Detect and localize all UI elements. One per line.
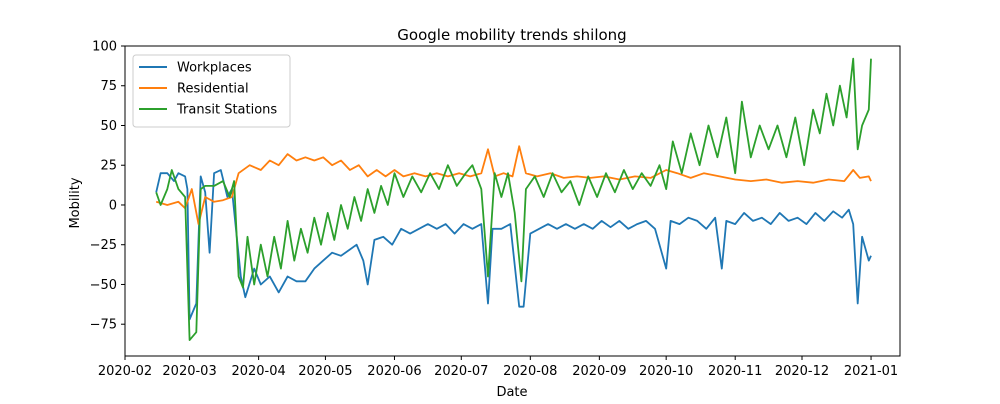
axes-layer: 2020-02 2020-03 2020-04 2020-05 2020-06 2020-… [90,40,901,379]
x-tick-label: 2020-03 [162,364,216,379]
y-tick-label: −75 [90,318,117,333]
x-tick-label: 2020-08 [503,364,557,379]
x-tick-label: 2020-12 [775,364,829,379]
series-line-workplaces [155,169,872,321]
x-tick-label: 2020-06 [367,364,421,379]
y-tick-label: 75 [100,79,117,94]
y-tick-label: −50 [90,278,117,293]
x-tick-label: 2020-07 [434,364,488,379]
legend: Workplaces Residential Transit Stations [132,54,291,128]
series-line-transit-stations [155,57,872,341]
chart-title: Google mobility trends shilong [397,26,626,44]
plot-frame [124,45,901,357]
y-tick-label: 100 [92,40,117,55]
x-tick-label: 2020-05 [298,364,352,379]
x-tick-label: 2020-02 [98,364,152,379]
legend-box [132,54,291,128]
legend-label-workplaces: Workplaces [177,61,252,76]
y-axis-label: Mobility [68,177,83,228]
y-tick-label: 0 [109,198,117,213]
x-axis-label: Date [496,385,527,400]
legend-label-residential: Residential [177,82,249,97]
y-tick-label: 25 [100,159,117,174]
x-tick-label: 2020-11 [708,364,762,379]
x-tick-label: 2020-09 [572,364,626,379]
x-tick-label: 2021-01 [844,364,898,379]
series-line-residential [155,145,872,225]
series-layer [155,57,872,341]
x-tick-label: 2020-10 [639,364,693,379]
x-tick-label: 2020-04 [231,364,285,379]
legend-label-transit-stations: Transit Stations [176,103,277,118]
y-tick-label: −25 [90,238,117,253]
y-tick-label: 50 [100,119,117,134]
